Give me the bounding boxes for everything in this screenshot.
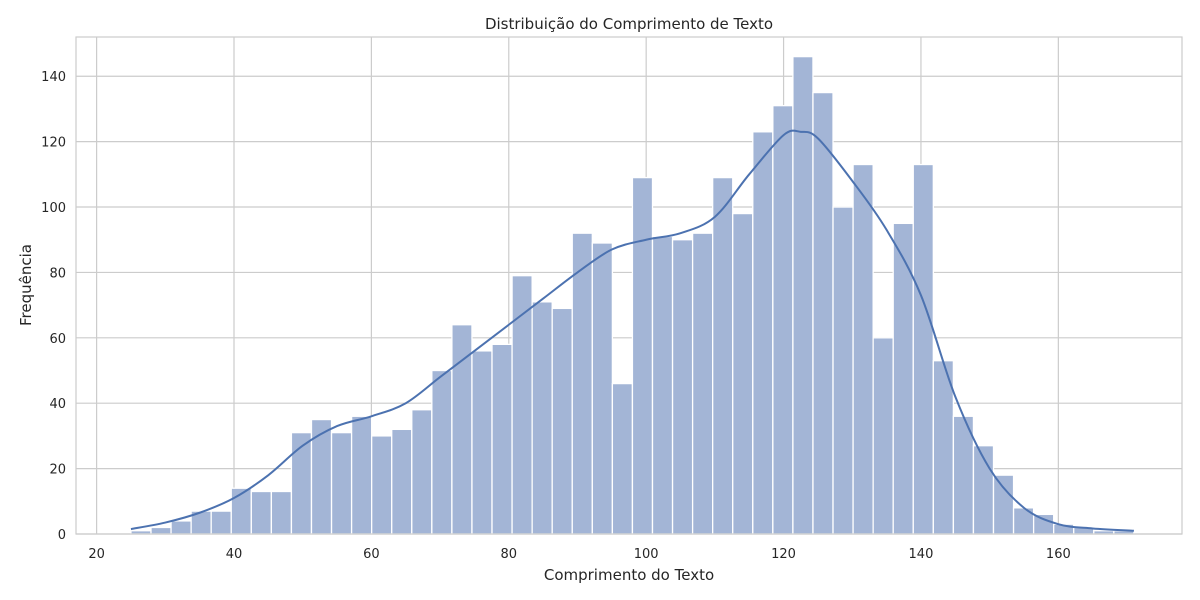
histogram-bar <box>170 520 192 535</box>
histogram-bar <box>631 176 654 535</box>
histogram-bar <box>210 510 232 535</box>
y-tick-label: 80 <box>49 266 66 281</box>
histogram-bar <box>471 350 493 535</box>
histogram-bar <box>651 235 674 535</box>
histogram-bar <box>230 487 252 535</box>
histogram-bars <box>130 55 1135 535</box>
y-tick-label: 120 <box>41 136 66 151</box>
histogram-bar <box>872 337 894 535</box>
x-tick-label: 40 <box>226 547 243 562</box>
histogram-bar <box>150 526 172 535</box>
y-tick-label: 0 <box>58 528 66 543</box>
histogram-bar <box>491 343 513 535</box>
x-tick-label: 120 <box>771 547 796 562</box>
histogram-bar <box>712 176 734 535</box>
y-axis-ticks: 0 20 40 60 80 100 120 140 <box>41 70 66 543</box>
histogram-bar <box>792 55 814 535</box>
histogram-bar <box>732 212 754 535</box>
x-tick-label: 100 <box>634 547 659 562</box>
histogram-bar <box>1032 513 1055 535</box>
y-tick-label: 20 <box>49 463 66 478</box>
x-tick-label: 80 <box>501 547 518 562</box>
histogram-bar <box>772 105 794 535</box>
histogram-bar <box>812 91 834 535</box>
histogram-bar <box>371 435 393 535</box>
histogram-bar <box>391 428 413 535</box>
y-tick-label: 140 <box>41 70 66 85</box>
kde-line <box>130 129 1134 532</box>
histogram-bar <box>571 232 593 535</box>
x-axis-label: Comprimento do Texto <box>544 566 714 584</box>
plot-frame <box>75 36 1183 535</box>
histogram-bar <box>531 301 553 535</box>
kde-curve-group <box>130 129 1134 532</box>
x-tick-label: 60 <box>363 547 380 562</box>
histogram-bar <box>551 307 573 535</box>
x-tick-label: 20 <box>88 547 105 562</box>
histogram-bar <box>691 232 714 535</box>
histogram-bar <box>852 163 874 535</box>
histogram-bar <box>350 415 373 535</box>
chart-title: Distribuição do Comprimento de Texto <box>485 15 773 33</box>
x-tick-label: 140 <box>909 547 934 562</box>
x-axis-ticks: 20 40 60 80 100 120 140 160 <box>88 547 1070 562</box>
y-tick-label: 40 <box>49 397 66 412</box>
histogram-bar <box>330 431 353 535</box>
histogram-bar <box>591 242 614 535</box>
histogram-bar <box>671 239 694 535</box>
y-tick-label: 100 <box>41 201 66 216</box>
histogram-bar <box>431 369 453 535</box>
y-tick-label: 60 <box>49 332 66 347</box>
histogram-bar <box>832 206 854 535</box>
x-tick-label: 160 <box>1046 547 1071 562</box>
histogram-bar <box>992 474 1015 535</box>
histogram-bar <box>752 131 774 535</box>
histogram-bar <box>912 163 934 535</box>
histogram-bar <box>411 409 433 535</box>
histogram-bar <box>611 382 634 535</box>
y-axis-label: Frequência <box>17 244 35 326</box>
histogram-bar <box>250 490 273 535</box>
histogram-bar <box>270 490 293 535</box>
histogram-bar <box>932 360 955 535</box>
